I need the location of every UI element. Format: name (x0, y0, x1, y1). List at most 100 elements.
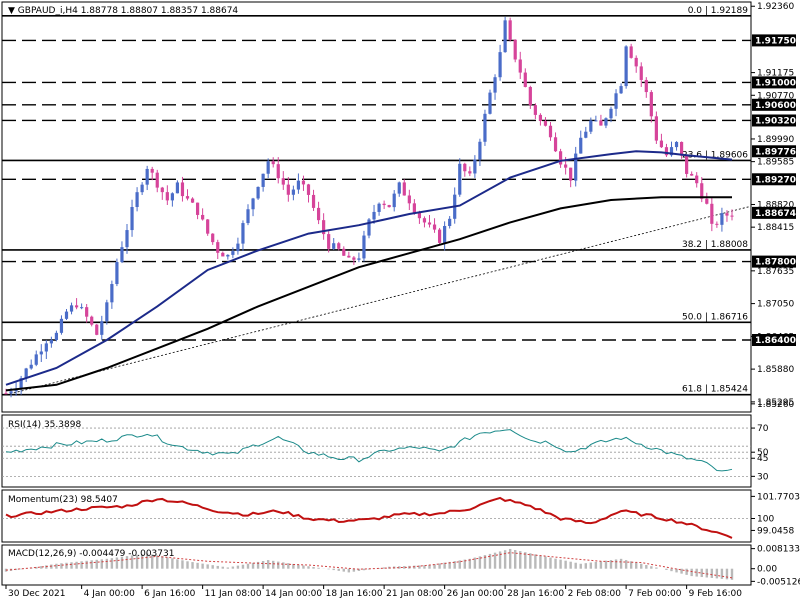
candle-body (503, 20, 507, 53)
candle-body (669, 147, 674, 156)
candle-body (574, 153, 578, 181)
price-axis-label: 1.88415 (757, 223, 794, 233)
moving-average-slow (5, 196, 732, 392)
candle-body (674, 141, 679, 148)
price-pane[interactable]: 0.0 | 1.92189 23.6 | 1.89606 38.2 | 1.8800… (1, 1, 796, 413)
rsi-axis-tick-label: 70 (757, 424, 769, 434)
candle-body (281, 178, 285, 185)
candle-body (347, 255, 351, 258)
momentum-pane-border (1, 489, 752, 543)
rsi-axis-tick-label: 45 (757, 454, 768, 464)
candle-body (332, 243, 336, 249)
price-axis-label: 1.89990 (757, 135, 794, 145)
candle-body (90, 316, 94, 325)
candle-body (725, 213, 729, 216)
candle-body (619, 86, 623, 94)
rsi-levels (2, 427, 751, 477)
candle-body (195, 202, 200, 215)
price-level-tag-label: 1.88674 (755, 209, 796, 219)
candle-body (180, 182, 185, 197)
price-level-tag (752, 34, 796, 47)
candle-body (266, 161, 270, 174)
candle-body (392, 193, 396, 208)
candle-body (306, 184, 311, 195)
candle-body (54, 332, 59, 340)
time-axis-label: 2 Feb 08:00 (568, 589, 622, 599)
price-axis-label: 1.91175 (757, 69, 794, 79)
candle-body (352, 257, 356, 260)
trendline[interactable] (5, 205, 752, 396)
macd-pane-border (1, 544, 752, 586)
candle-body (362, 235, 366, 259)
fibonacci-level-label: 23.6 | 1.89606 (682, 150, 748, 160)
price-level-tag (752, 255, 796, 268)
price-level-tag (752, 334, 796, 346)
candle-body (629, 46, 633, 58)
candle-body (664, 147, 669, 156)
candle-body (443, 225, 447, 243)
price-level-tag-label: 1.91000 (755, 78, 796, 88)
rsi-axis-tick-label: 30 (757, 472, 769, 482)
candle-body (226, 254, 230, 257)
price-level-tag-label: 1.89270 (755, 175, 796, 185)
fibonacci-level-label: 50.0 | 1.86716 (682, 312, 748, 322)
candle-body (402, 182, 406, 196)
candle-body (261, 173, 265, 187)
candle-body (397, 182, 401, 194)
price-level-tag-label: 1.89776 (755, 147, 796, 157)
candle-body (301, 180, 306, 185)
candle-body (59, 318, 64, 333)
candle-body (190, 198, 195, 203)
price-level-tag (752, 206, 796, 219)
candle-body (135, 192, 139, 208)
candle-body (95, 324, 99, 335)
candle-body (165, 192, 169, 201)
price-level-tag (752, 173, 796, 186)
candle-body (599, 120, 603, 126)
price-axis-label: 1.87635 (757, 267, 794, 277)
candle-body (105, 302, 109, 322)
time-axis-label: 30 Dec 2021 (8, 589, 66, 599)
candle-body (564, 164, 568, 168)
momentum-axis-tick-label: 101.7703 (757, 492, 800, 502)
candle-body (337, 243, 341, 249)
candle-body (246, 209, 250, 224)
price-axis-label: 1.85260 (757, 400, 794, 410)
fibonacci-level-label: 38.2 | 1.88008 (682, 240, 748, 250)
candle-body (538, 114, 543, 121)
price-axis-label: 1.87050 (757, 300, 794, 310)
ohlc-values: 1.88778 1.88807 1.88357 1.88674 (81, 6, 239, 16)
time-axis-label: 14 Jan 00:00 (265, 589, 322, 599)
candle-body (614, 93, 618, 109)
macd-axis-tick-label: -0.005126 (757, 577, 800, 587)
chart-symbol-header: ▼ GBPAUD_i,H4 1.88778 1.88807 1.88357 1.… (8, 6, 238, 16)
candle-body (569, 167, 573, 181)
price-level-tag-label: 1.91750 (755, 36, 796, 46)
macd-pane[interactable]: 0.008133 0.00 -0.005126 MACD(12,26,9) -0.0… (1, 544, 800, 588)
price-level-tag (752, 145, 796, 158)
price-axis-label: 1.88820 (757, 200, 794, 210)
time-axis-label: 9 Feb 16:00 (689, 589, 743, 599)
price-axis-label: 1.89585 (757, 158, 794, 168)
candle-body (64, 311, 69, 319)
candle-body (120, 247, 124, 263)
candle-body (473, 159, 477, 174)
candle-body (448, 218, 452, 226)
price-level-tag-label: 1.86400 (755, 336, 796, 346)
candle-body (74, 305, 79, 308)
candle-body (558, 151, 563, 165)
symbol-arrow-icon: ▼ (8, 6, 18, 16)
momentum-axis-tick-label: 100 (757, 515, 774, 525)
candle-body (231, 251, 235, 255)
candle-body (201, 214, 205, 220)
macd-histogram (4, 548, 734, 580)
candlesticks (4, 16, 734, 398)
candle-body (594, 120, 598, 122)
candle-body (29, 364, 33, 369)
price-level-tag (752, 76, 796, 89)
macd-axis-tick-label: 0.008133 (757, 545, 800, 555)
